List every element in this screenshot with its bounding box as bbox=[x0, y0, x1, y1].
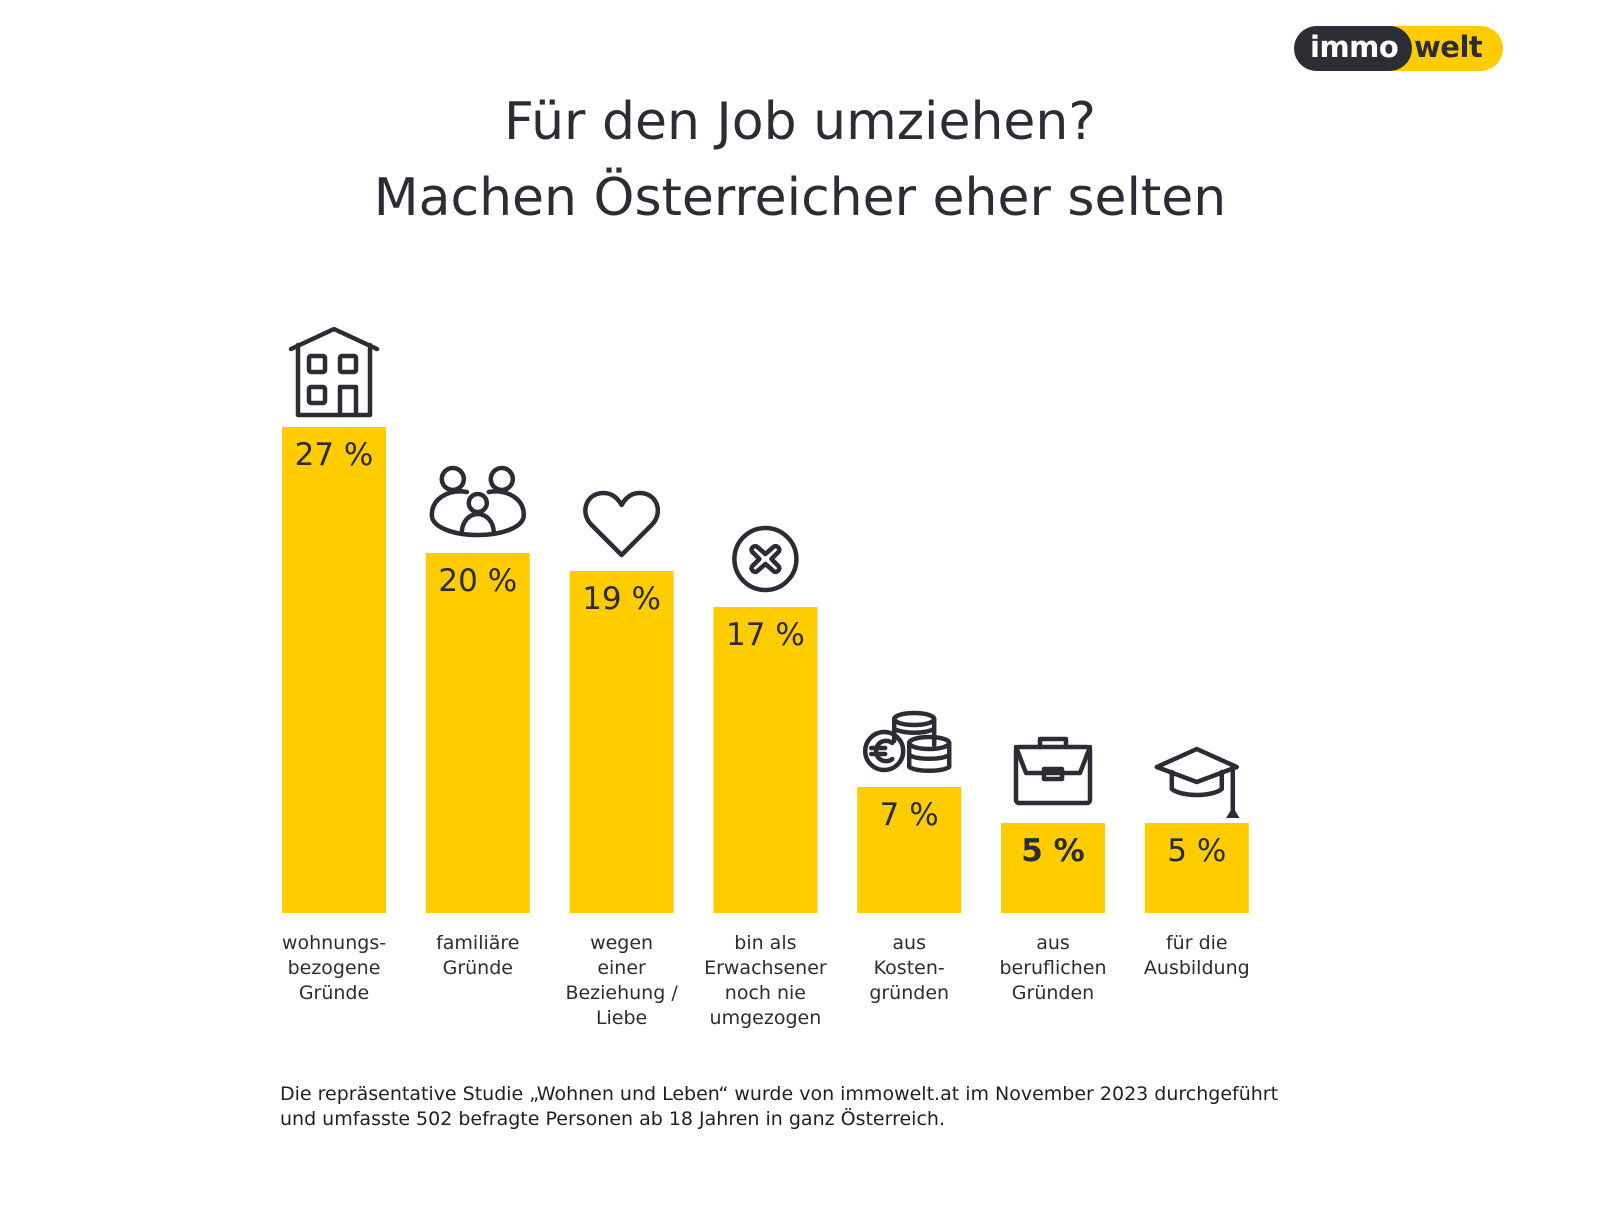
footnote: Die repräsentative Studie „Wohnen und Le… bbox=[280, 1082, 1278, 1132]
data-label-7: 5 % bbox=[1167, 833, 1226, 869]
category-label-1: wohnungs-bezogene Gründe bbox=[282, 932, 386, 1004]
footnote-line1: Die repräsentative Studie „Wohnen und Le… bbox=[280, 1083, 1279, 1105]
chart-title-line1: Für den Job umziehen? bbox=[504, 92, 1096, 152]
category-label-6: aus beruflichen Gründen bbox=[999, 932, 1106, 1004]
family-icon bbox=[429, 465, 527, 538]
category-label-2: familiäre Gründe bbox=[436, 932, 519, 979]
euro-coins-icon bbox=[862, 710, 952, 773]
house-icon bbox=[288, 326, 380, 418]
immowelt-logo: immo welt bbox=[1294, 26, 1503, 71]
bar-2 bbox=[425, 553, 530, 913]
data-label-4: 17 % bbox=[726, 617, 805, 653]
category-label-5: aus Kosten-gründen bbox=[869, 932, 949, 1004]
chart-title: Für den Job umziehen? Machen Österreiche… bbox=[0, 84, 1600, 236]
data-label-5: 7 % bbox=[880, 797, 939, 833]
logo-text-welt: welt bbox=[1414, 30, 1483, 64]
data-label-1: 27 % bbox=[295, 437, 374, 473]
bar-3 bbox=[569, 571, 674, 913]
bar-6 bbox=[1001, 823, 1105, 913]
footnote-line2: und umfasste 502 befragte Personen ab 18… bbox=[280, 1108, 945, 1130]
bar-5 bbox=[857, 787, 962, 913]
bar-4 bbox=[713, 607, 818, 913]
chart-title-line2: Machen Österreicher eher selten bbox=[373, 168, 1227, 228]
category-label-4: bin als Erwachsener noch nie umgezogen bbox=[704, 932, 827, 1029]
data-label-2: 20 % bbox=[438, 563, 517, 599]
logo-text-immo: immo bbox=[1310, 30, 1399, 64]
heart-icon bbox=[583, 490, 661, 558]
bar-7 bbox=[1144, 823, 1249, 913]
data-label-6: 5 % bbox=[1021, 833, 1084, 869]
briefcase-icon bbox=[1013, 736, 1093, 806]
data-label-3: 19 % bbox=[582, 581, 661, 617]
logo-dark-pill bbox=[1294, 26, 1412, 71]
category-label-3: wegen einer Beziehung / Liebe bbox=[565, 932, 678, 1029]
bar-1 bbox=[282, 427, 386, 913]
cross-circle-icon bbox=[732, 525, 799, 593]
graduation-cap-icon bbox=[1154, 746, 1240, 818]
category-label-7: für die Ausbildung bbox=[1144, 932, 1250, 979]
